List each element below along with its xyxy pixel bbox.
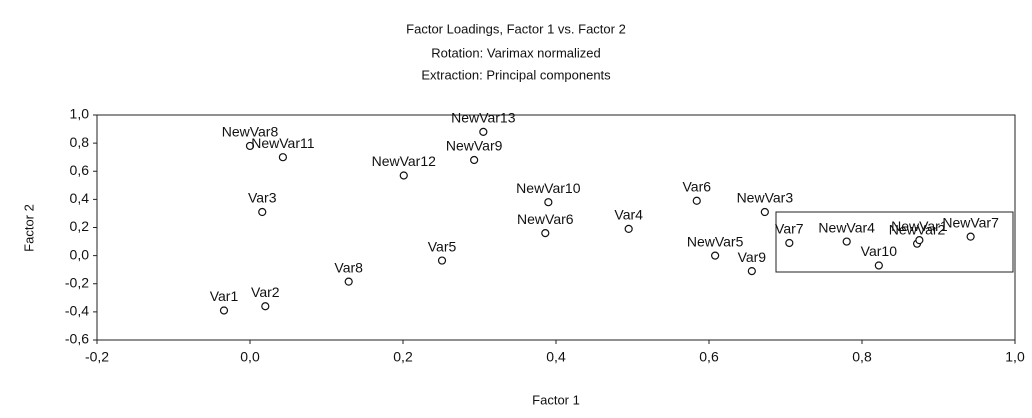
point-label: Var9 <box>738 249 767 265</box>
point-label: Var10 <box>861 243 898 259</box>
point <box>711 251 720 260</box>
x-tick-label: 0,4 <box>546 349 566 365</box>
point-label: NewVar10 <box>516 180 581 196</box>
y-tick-label: 0,8 <box>70 134 90 150</box>
point <box>541 229 550 238</box>
point-label: NewVar6 <box>517 211 574 227</box>
point <box>278 153 287 162</box>
point-label: NewVar8 <box>222 124 279 140</box>
selection-box <box>775 211 1014 273</box>
x-tick-label: 0,8 <box>852 349 872 365</box>
point <box>479 127 488 136</box>
point <box>915 236 924 245</box>
point-label: Var3 <box>248 190 277 206</box>
point <box>470 155 479 165</box>
point-label: NewVar3 <box>737 190 794 206</box>
point <box>760 207 769 217</box>
point-label: NewVar7 <box>942 214 999 230</box>
point <box>692 196 701 205</box>
y-tick-label: -0,4 <box>65 303 89 319</box>
y-tick-label: 0,6 <box>70 162 90 178</box>
point <box>747 266 756 276</box>
point <box>842 237 851 246</box>
x-tick-label: 1,0 <box>1005 349 1025 365</box>
x-tick-label: 0,6 <box>699 349 719 365</box>
plot-frame <box>96 114 1016 341</box>
chart-subtitle: Extraction: Principal components <box>421 67 611 82</box>
point-label: NewVar4 <box>818 219 875 235</box>
point <box>785 238 794 248</box>
point-label: Var2 <box>251 284 280 300</box>
point-label: NewVar12 <box>372 153 437 169</box>
point <box>261 302 270 311</box>
point-label: Var6 <box>682 178 711 194</box>
x-axis-label: Factor 1 <box>532 392 580 407</box>
chart-subtitle: Rotation: Varimax normalized <box>431 45 601 60</box>
point-label: Var7 <box>775 221 804 237</box>
point-label: NewVar9 <box>446 138 503 154</box>
point <box>437 256 447 265</box>
point-label: Var4 <box>614 207 643 223</box>
y-tick-label: 0,4 <box>70 190 90 206</box>
point-label: Var5 <box>428 238 457 254</box>
y-tick-label: 0,2 <box>70 218 90 234</box>
y-tick-label: -0,2 <box>65 274 89 290</box>
y-tick-label: 0,0 <box>70 246 90 262</box>
chart-title: Factor Loadings, Factor 1 vs. Factor 2 <box>406 21 626 36</box>
point-label: NewVar13 <box>451 110 516 126</box>
point <box>624 224 633 234</box>
x-tick-label: 0,2 <box>393 349 413 365</box>
point-label: NewVar11 <box>251 135 315 151</box>
x-tick-label: 0,0 <box>240 349 260 365</box>
point-label: NewVar1 <box>891 218 948 234</box>
point-label: NewVar5 <box>687 233 744 249</box>
point <box>966 232 975 241</box>
y-tick-label: -0,6 <box>65 331 89 347</box>
point-label: Var8 <box>334 259 363 275</box>
point-label: NewVar2 <box>889 221 946 237</box>
point <box>258 207 267 217</box>
point <box>544 198 553 207</box>
point <box>219 306 229 315</box>
y-tick-label: 1,0 <box>70 106 90 122</box>
point-label: Var1 <box>210 288 239 304</box>
point <box>399 171 408 180</box>
point <box>344 277 353 286</box>
point <box>245 141 255 151</box>
point <box>874 261 883 270</box>
y-axis-label: Factor 2 <box>21 204 36 252</box>
x-tick-label: -0,2 <box>85 349 109 365</box>
